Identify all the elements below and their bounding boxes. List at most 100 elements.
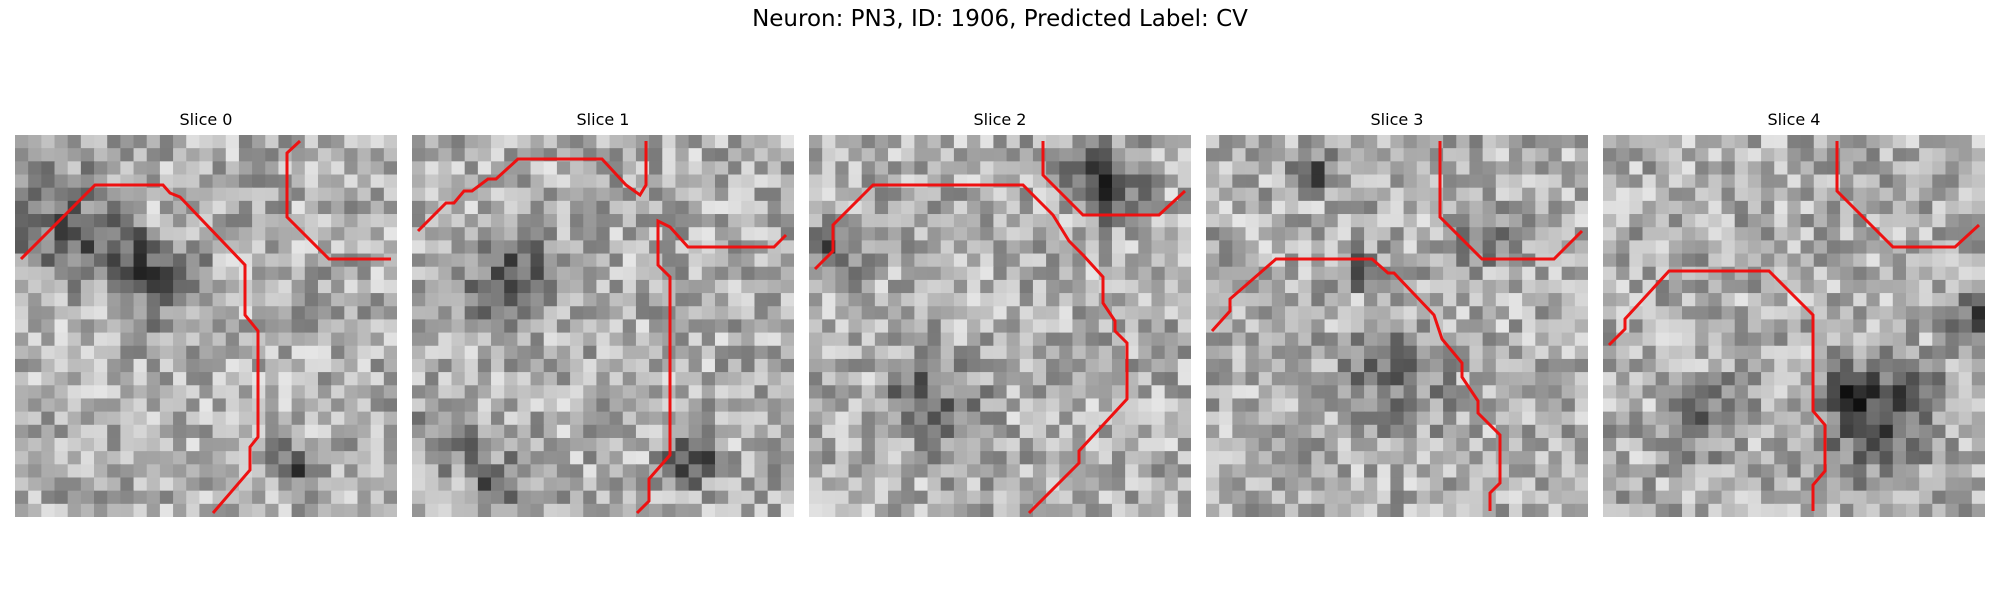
noise-texture xyxy=(1206,135,1588,517)
pixel-cell xyxy=(199,372,214,386)
pixel-cell xyxy=(1032,345,1047,360)
pixel-cell xyxy=(107,345,121,360)
pixel-cell xyxy=(1813,398,1828,413)
pixel-cell xyxy=(809,372,823,386)
pixel-cell xyxy=(1603,214,1617,228)
noise-texture xyxy=(1603,135,1985,517)
pixel-cell xyxy=(15,148,29,162)
pixel-cell xyxy=(874,306,889,321)
pixel-cell xyxy=(1800,332,1815,347)
pixel-cell xyxy=(1032,135,1047,149)
pixel-cell xyxy=(331,161,345,176)
pixel-cell xyxy=(1682,411,1696,426)
pixel-cell xyxy=(1574,332,1588,347)
pixel-cell xyxy=(54,372,69,386)
pixel-cell xyxy=(199,398,214,413)
pixel-cell xyxy=(464,266,479,281)
pixel-cell xyxy=(967,477,981,492)
pixel-cell xyxy=(1892,279,1907,294)
pixel-cell xyxy=(1206,200,1220,215)
pixel-cell xyxy=(1905,227,1920,241)
pixel-cell xyxy=(1443,345,1457,360)
pixel-cell xyxy=(1098,148,1113,162)
pixel-cell xyxy=(1006,332,1021,347)
pixel-cell xyxy=(54,279,69,294)
pixel-cell xyxy=(649,174,663,189)
pixel-cell xyxy=(1125,385,1139,400)
pixel-cell xyxy=(1642,227,1657,241)
pixel-cell xyxy=(291,345,306,360)
pixel-cell xyxy=(1138,279,1153,294)
pixel-cell xyxy=(1721,306,1736,321)
pixel-cell xyxy=(504,332,518,347)
pixel-cell xyxy=(1616,200,1630,215)
pixel-cell xyxy=(412,306,426,321)
pixel-cell xyxy=(1072,503,1087,517)
pixel-cell xyxy=(28,306,42,321)
pixel-cell xyxy=(517,451,532,465)
pixel-cell xyxy=(1574,200,1588,215)
pixel-cell xyxy=(1032,358,1047,373)
pixel-cell xyxy=(635,214,650,228)
pixel-cell xyxy=(1350,187,1365,202)
pixel-cell xyxy=(1561,266,1576,281)
pixel-cell xyxy=(1642,135,1657,149)
pixel-cell xyxy=(1019,424,1034,439)
pixel-cell xyxy=(901,358,915,373)
pixel-cell xyxy=(1655,161,1670,176)
pixel-cell xyxy=(438,332,453,347)
pixel-cell xyxy=(265,187,280,202)
pixel-cell xyxy=(464,398,479,413)
pixel-cell xyxy=(107,214,121,228)
pixel-cell xyxy=(767,372,782,386)
pixel-cell xyxy=(1337,358,1352,373)
pixel-cell xyxy=(754,214,769,228)
pixel-cell xyxy=(780,214,794,228)
pixel-cell xyxy=(451,214,466,228)
pixel-cell xyxy=(1853,477,1868,492)
pixel-cell xyxy=(159,227,174,241)
pixel-cell xyxy=(1364,358,1378,373)
pixel-cell xyxy=(199,253,214,268)
pixel-cell xyxy=(1734,148,1749,162)
pixel-cell xyxy=(675,437,690,452)
pixel-cell xyxy=(1125,319,1139,334)
pixel-cell xyxy=(477,187,492,202)
pixel-cell xyxy=(835,161,850,176)
pixel-cell xyxy=(1006,424,1021,439)
pixel-cell xyxy=(543,398,558,413)
pixel-cell xyxy=(1390,135,1405,149)
pixel-cell xyxy=(438,411,453,426)
pixel-cell xyxy=(1059,385,1074,400)
pixel-cell xyxy=(107,240,121,255)
pixel-cell xyxy=(1879,477,1894,492)
pixel-cell xyxy=(278,135,293,149)
pixel-cell xyxy=(1945,306,1960,321)
pixel-cell xyxy=(635,424,650,439)
pixel-cell xyxy=(1761,279,1775,294)
pixel-cell xyxy=(464,411,479,426)
pixel-cell xyxy=(1482,227,1497,241)
pixel-cell xyxy=(1059,411,1074,426)
pixel-cell xyxy=(504,253,518,268)
pixel-cell xyxy=(199,293,214,307)
pixel-cell xyxy=(688,306,703,321)
pixel-cell xyxy=(822,148,836,162)
pixel-cell xyxy=(1245,503,1260,517)
pixel-cell xyxy=(914,398,929,413)
pixel-cell xyxy=(1535,477,1550,492)
pixel-cell xyxy=(530,187,545,202)
pixel-cell xyxy=(1892,490,1907,505)
pixel-cell xyxy=(861,253,876,268)
contour-line xyxy=(285,139,391,261)
pixel-cell xyxy=(1734,293,1749,307)
pixel-cell xyxy=(1932,135,1947,149)
pixel-cell xyxy=(1853,266,1868,281)
pixel-cell xyxy=(412,345,426,360)
pixel-cell xyxy=(1271,187,1286,202)
pixel-cell xyxy=(28,227,42,241)
pixel-cell xyxy=(146,200,161,215)
pixel-cell xyxy=(570,398,584,413)
pixel-cell xyxy=(438,240,453,255)
pixel-cell xyxy=(675,503,690,517)
